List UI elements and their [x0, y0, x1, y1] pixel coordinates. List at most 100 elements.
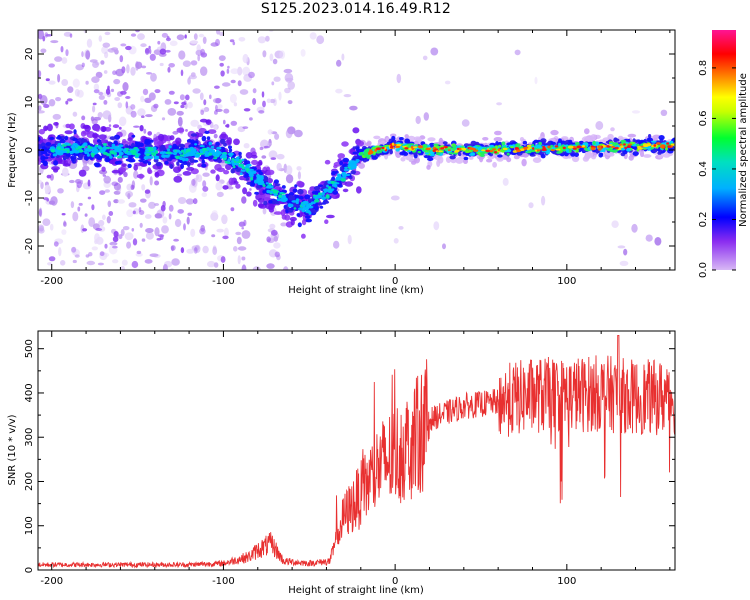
background-speckle — [125, 96, 131, 99]
background-speckle — [444, 80, 451, 85]
ridge-peak — [550, 149, 555, 152]
background-speckle — [336, 59, 342, 67]
background-speckle — [158, 234, 165, 238]
ridge-peak — [637, 147, 643, 150]
ridge-halo — [358, 162, 365, 169]
background-speckle — [207, 260, 216, 268]
background-speckle — [236, 236, 242, 245]
background-speckle — [237, 66, 243, 76]
ridge-core — [281, 185, 286, 189]
background-speckle — [528, 202, 534, 209]
ridge-inner — [545, 150, 550, 155]
background-speckle — [177, 197, 187, 204]
background-speckle — [82, 228, 88, 232]
ridge-halo — [95, 127, 100, 132]
background-speckle — [38, 30, 45, 40]
background-speckle — [72, 259, 77, 264]
background-speckle — [97, 112, 103, 119]
ridge-core — [324, 200, 330, 204]
ridge-halo — [235, 183, 241, 189]
y-tick-label: 300 — [24, 428, 35, 447]
ridge-inner — [325, 194, 330, 199]
background-speckle — [109, 241, 118, 246]
ridge-core — [297, 188, 304, 195]
background-speckle — [185, 198, 194, 205]
background-speckle — [99, 251, 105, 257]
background-speckle — [57, 188, 64, 194]
background-speckle — [617, 245, 626, 249]
ridge-core — [206, 136, 211, 141]
ridge-inner — [184, 157, 189, 162]
ridge-halo — [121, 163, 127, 167]
ridge-core — [317, 202, 323, 206]
background-speckle — [118, 234, 123, 240]
ridge-inner — [347, 164, 354, 168]
ridge-core — [268, 200, 273, 204]
background-speckle — [214, 85, 220, 89]
background-speckle — [149, 176, 153, 186]
background-speckle — [48, 99, 56, 107]
background-speckle — [165, 49, 171, 53]
ridge-peak — [572, 147, 577, 150]
ridge-core — [41, 142, 46, 146]
x-tick-label: 0 — [392, 276, 398, 287]
ridge-core — [264, 176, 268, 182]
background-speckle — [241, 256, 246, 261]
background-speckle — [61, 57, 68, 64]
background-speckle — [65, 49, 69, 57]
background-speckle — [268, 150, 278, 159]
background-speckle — [203, 99, 207, 106]
ridge-inner — [130, 150, 135, 154]
ridge-halo — [101, 166, 106, 172]
background-speckle — [60, 260, 66, 266]
background-speckle — [249, 117, 253, 121]
background-speckle — [87, 196, 92, 200]
ridge-core — [495, 141, 499, 145]
ridge-peak — [576, 145, 580, 149]
ridge-core — [290, 207, 295, 211]
ridge-inner — [295, 201, 299, 204]
ridge-peak — [443, 145, 448, 149]
background-speckle — [430, 47, 439, 56]
background-speckle — [72, 78, 80, 88]
background-speckle — [220, 70, 225, 77]
background-speckle — [211, 234, 216, 238]
ridge-core — [42, 151, 48, 155]
ridge-inner — [301, 209, 306, 213]
background-speckle — [276, 162, 282, 171]
background-speckle — [91, 246, 99, 251]
background-speckle — [213, 133, 218, 139]
ridge-inner — [77, 145, 83, 150]
ridge-inner — [302, 207, 307, 211]
ridge-core — [558, 138, 562, 144]
background-speckle — [235, 231, 242, 236]
ridge-halo — [43, 125, 48, 132]
ridge-inner — [50, 149, 55, 153]
background-speckle — [154, 213, 163, 219]
ridge-halo — [434, 154, 442, 161]
background-speckle — [50, 40, 59, 44]
background-speckle — [237, 246, 247, 251]
background-speckle — [104, 51, 109, 59]
background-speckle — [195, 174, 199, 181]
ridge-inner — [79, 149, 84, 153]
background-speckle — [347, 234, 352, 245]
ridge-halo — [324, 219, 329, 224]
background-speckle — [248, 71, 255, 79]
background-speckle — [142, 88, 149, 96]
ridge-core — [400, 151, 407, 156]
ridge-inner — [167, 154, 171, 157]
background-speckle — [126, 64, 130, 74]
background-speckle — [241, 227, 244, 230]
background-speckle — [112, 236, 119, 243]
background-speckle — [222, 235, 229, 240]
ridge-inner — [433, 143, 439, 146]
background-speckle — [120, 229, 125, 236]
ridge-inner — [178, 150, 182, 155]
ridge-halo — [136, 174, 145, 179]
background-speckle — [118, 126, 122, 130]
background-speckle — [173, 238, 180, 242]
background-speckle — [67, 86, 74, 93]
ridge-core — [70, 155, 77, 160]
background-speckle — [398, 226, 404, 230]
